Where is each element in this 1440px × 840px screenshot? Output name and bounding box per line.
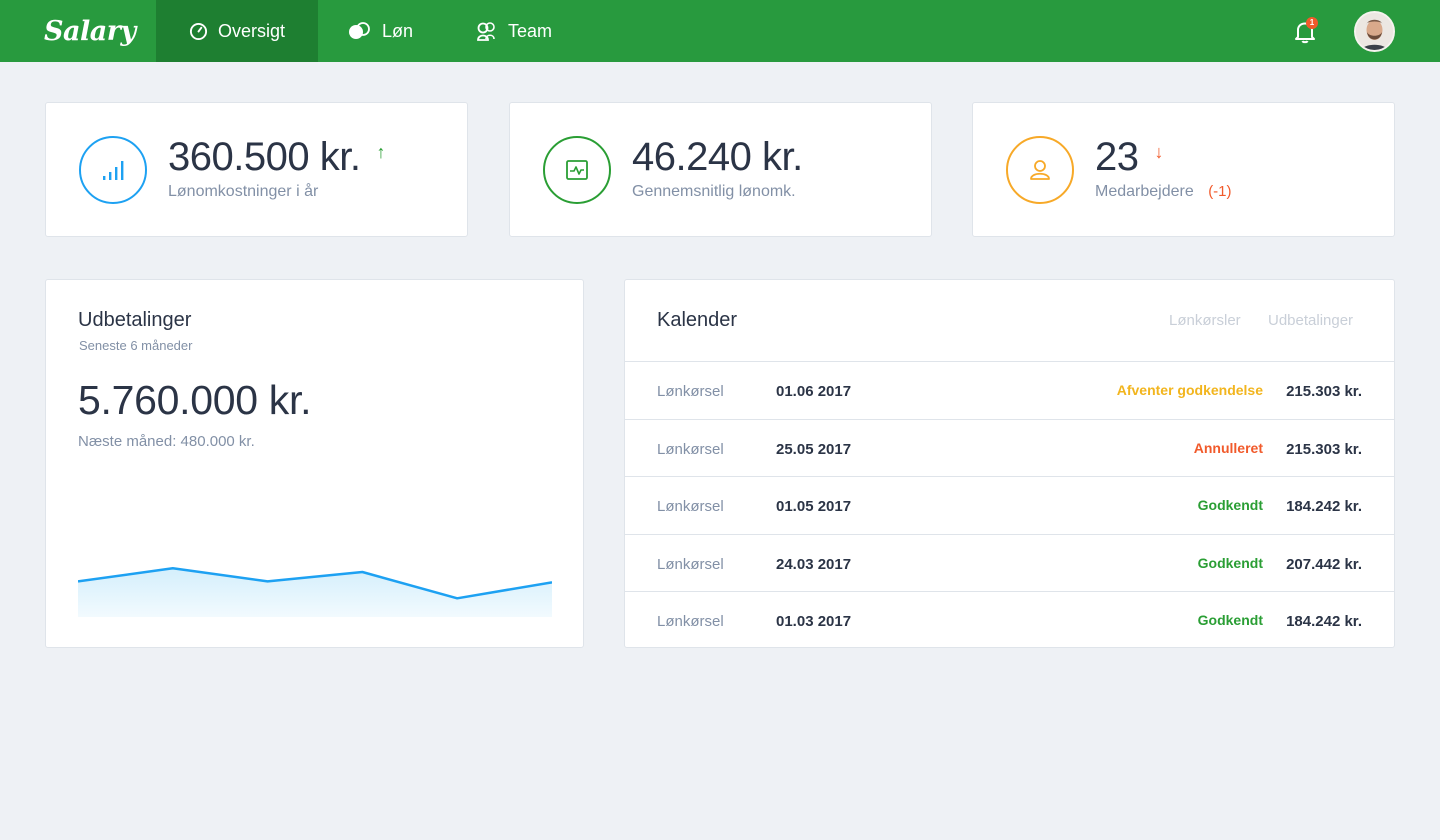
stat-value-text: 23 <box>1095 135 1139 179</box>
avatar-image <box>1356 13 1393 50</box>
row-status: Godkendt <box>1197 497 1263 513</box>
calendar-row[interactable]: Lønkørsel 01.06 2017 Afventer godkendels… <box>625 362 1394 420</box>
calendar-row[interactable]: Lønkørsel 25.05 2017 Annulleret 215.303 … <box>625 420 1394 477</box>
calendar-title: Kalender <box>657 309 738 331</box>
activity-chart-icon <box>566 160 588 180</box>
nav-item-team[interactable]: Team <box>445 0 552 62</box>
calendar-row[interactable]: Lønkørsel 24.03 2017 Godkendt 207.442 kr… <box>625 535 1394 592</box>
chart-area-fill <box>78 568 552 617</box>
payouts-next-month: Næste måned: 480.000 kr. <box>78 433 255 450</box>
row-type: Lønkørsel <box>657 440 724 458</box>
bell-icon <box>1295 22 1315 44</box>
row-date: 01.03 2017 <box>776 613 852 630</box>
coins-icon <box>348 22 372 40</box>
row-amount: 184.242 kr. <box>1286 613 1362 630</box>
stat-card-salary-costs: 360.500 kr. ↑ Lønomkostninger i år <box>45 102 468 237</box>
nav-item-label: Team <box>508 20 553 41</box>
stat-icon-circle <box>543 136 611 204</box>
stat-value: 360.500 kr. ↑ <box>168 135 385 180</box>
notifications-button[interactable]: 1 <box>1294 17 1318 44</box>
payouts-card: Udbetalinger Seneste 6 måneder 5.760.000… <box>45 279 584 648</box>
payouts-total: 5.760.000 kr. <box>78 377 312 423</box>
signal-bars-icon <box>103 161 124 180</box>
row-date: 01.05 2017 <box>776 498 852 515</box>
stat-delta: (-1) <box>1208 183 1232 200</box>
trend-up-icon: ↑ <box>376 142 385 162</box>
row-amount: 215.303 kr. <box>1286 383 1362 400</box>
stat-label: Lønomkostninger i år <box>168 183 319 200</box>
stat-value-text: 360.500 kr. <box>168 135 361 179</box>
stat-label-text: Medarbejdere <box>1095 183 1194 200</box>
stat-label: Medarbejdere (-1) <box>1095 183 1232 201</box>
row-amount: 207.442 kr. <box>1286 555 1362 573</box>
payouts-area-chart <box>78 567 552 617</box>
row-status: Godkendt <box>1197 612 1263 628</box>
calendar-card: Kalender Lønkørsler Udbetalinger Lønkørs… <box>624 279 1395 648</box>
nav-item-lon[interactable]: Løn <box>318 0 445 62</box>
gauge-icon <box>189 22 208 41</box>
stat-value: 23 ↓ <box>1095 135 1163 180</box>
nav-item-label: Oversigt <box>218 20 286 41</box>
stat-value-text: 46.240 kr. <box>632 135 803 179</box>
notification-badge: 1 <box>1306 17 1318 29</box>
top-navigation-bar: Salary Oversigt Løn Team 1 <box>0 0 1440 62</box>
row-amount: 184.242 kr. <box>1286 498 1362 515</box>
tab-udbetalinger[interactable]: Udbetalinger <box>1268 312 1354 329</box>
stat-label: Gennemsnitlig lønomk. <box>632 183 796 200</box>
chart-series-line <box>78 567 552 600</box>
row-type: Lønkørsel <box>657 613 724 630</box>
stat-icon-circle <box>1006 136 1074 204</box>
stat-card-average-cost: 46.240 kr. Gennemsnitlig lønomk. <box>509 102 932 237</box>
main-nav: Oversigt Løn Team <box>156 0 552 62</box>
row-type: Lønkørsel <box>657 555 724 573</box>
tab-lonkorsler[interactable]: Lønkørsler <box>1169 312 1241 329</box>
users-icon <box>476 21 498 41</box>
row-status: Afventer godkendelse <box>1116 382 1263 398</box>
row-date: 25.05 2017 <box>776 440 852 458</box>
calendar-row[interactable]: Lønkørsel 01.05 2017 Godkendt 184.242 kr… <box>625 477 1394 535</box>
app-logo[interactable]: Salary <box>44 15 136 47</box>
row-amount: 215.303 kr. <box>1286 440 1362 458</box>
row-type: Lønkørsel <box>657 498 724 515</box>
user-avatar[interactable] <box>1354 11 1395 52</box>
row-status: Annulleret <box>1193 439 1263 456</box>
row-status: Godkendt <box>1197 554 1263 571</box>
stat-card-employees: 23 ↓ Medarbejdere (-1) <box>972 102 1395 237</box>
nav-item-label: Løn <box>382 20 414 41</box>
calendar-row[interactable]: Lønkørsel 01.03 2017 Godkendt 184.242 kr… <box>625 592 1394 650</box>
calendar-header: Kalender Lønkørsler Udbetalinger <box>625 280 1394 362</box>
payouts-subtitle: Seneste 6 måneder <box>79 338 193 353</box>
row-date: 24.03 2017 <box>776 555 852 573</box>
stat-value: 46.240 kr. <box>632 135 803 180</box>
person-icon <box>1030 160 1050 180</box>
trend-down-icon: ↓ <box>1154 142 1164 162</box>
stat-icon-circle <box>79 136 147 204</box>
row-type: Lønkørsel <box>657 383 724 400</box>
nav-item-oversigt[interactable]: Oversigt <box>156 0 318 62</box>
row-date: 01.06 2017 <box>776 383 852 400</box>
payouts-title: Udbetalinger <box>78 309 192 331</box>
